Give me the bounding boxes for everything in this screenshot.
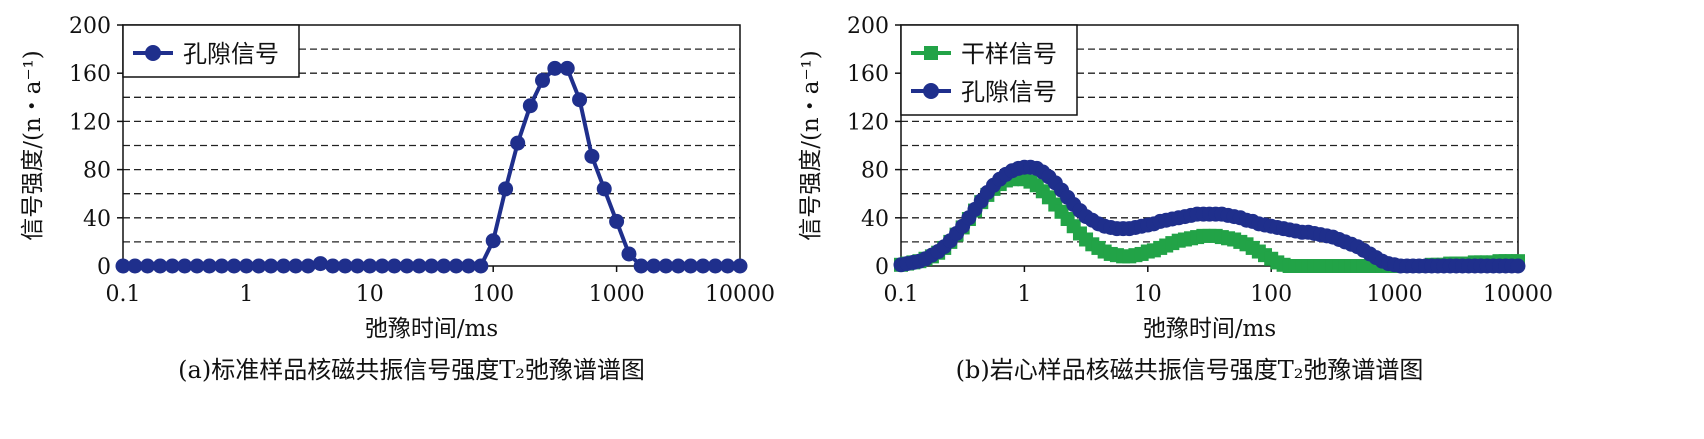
y-tick-label: 40 [83,207,111,232]
data-point [621,246,637,262]
data-point [658,258,674,274]
data-point [362,258,378,274]
data-point [423,258,439,274]
data-point [349,258,365,274]
legend-marker [923,83,939,99]
data-point [720,258,736,274]
data-point [251,258,267,274]
data-point [596,181,612,197]
y-tick-label: 0 [97,255,111,280]
legend-marker [145,45,161,61]
data-point [535,72,551,88]
x-tick-label: 1000 [589,282,645,307]
chart-caption: (a)标准样品核磁共振信号强度T₂弛豫谱谱图 [178,356,645,384]
legend-label: 孔隙信号 [183,40,279,68]
chart-a: 0 40 80 120 160 200 0.1 1 10 100 1000 10000 弛豫时间/ms 信… [20,14,775,384]
chart-caption: (b)岩心样品核磁共振信号强度T₂弛豫谱谱图 [956,356,1424,384]
x-tick-label: 1 [239,282,253,307]
data-point [300,258,316,274]
legend-label: 干样信号 [961,40,1057,68]
x-tick-label: 1000 [1367,282,1423,307]
data-point [399,258,415,274]
data-point [436,258,452,274]
x-tick-label: 10000 [705,282,775,307]
data-point [164,258,180,274]
y-tick-label: 160 [847,62,889,87]
y-axis-label: 信号强度/(n・a⁻¹) [20,50,46,241]
data-point [609,213,625,229]
series-line [123,66,740,268]
data-point [522,98,538,114]
data-point [498,181,514,197]
x-axis-label: 弛豫时间/ms [1143,316,1276,342]
legend-label: 孔隙信号 [961,78,1057,106]
data-point [386,258,402,274]
y-tick-label: 120 [69,110,111,135]
x-tick-label: 10 [356,282,384,307]
data-point [646,258,662,274]
y-tick-label: 120 [847,110,889,135]
y-tick-label: 0 [875,255,889,280]
data-point [683,258,699,274]
data-point [547,60,563,76]
data-point [201,258,217,274]
data-point [572,92,588,108]
y-tick-label: 40 [861,207,889,232]
x-tick-label: 0.1 [884,282,919,307]
data-point [473,258,489,274]
data-point [152,258,168,274]
x-tick-label: 100 [1250,282,1292,307]
data-point [633,258,649,274]
data-point [127,258,143,274]
data-point [374,258,390,274]
series-1 [115,60,748,274]
data-point [238,258,254,274]
data-point [189,258,205,274]
data-point [214,258,230,274]
gridlines [123,48,740,243]
data-point [1510,258,1526,274]
y-tick-label: 200 [69,14,111,39]
data-point [707,258,723,274]
x-tick-label: 0.1 [106,282,141,307]
x-tick-label: 10000 [1483,282,1553,307]
data-point [584,148,600,164]
data-point [226,258,242,274]
series-2 [893,159,1526,274]
data-point [695,258,711,274]
y-tick-label: 80 [861,159,889,184]
y-tick-label: 200 [847,14,889,39]
data-point [559,60,575,76]
legend-marker [924,46,938,60]
data-point [461,258,477,274]
y-tick-label: 80 [83,159,111,184]
y-axis-label: 信号强度/(n・a⁻¹) [798,50,824,241]
x-tick-label: 100 [472,282,514,307]
legend-box [900,24,1078,116]
data-point [276,258,292,274]
legend: 孔隙信号 [122,24,300,78]
data-point [411,258,427,274]
data-point [448,258,464,274]
chart-b: 0 40 80 120 160 200 0.1 1 10 100 1000 10000 弛豫时间/ms 信… [798,14,1553,384]
data-point [115,258,131,274]
data-point [732,258,748,274]
data-point [485,233,501,249]
data-point [510,135,526,151]
data-point [177,258,193,274]
data-point [140,258,156,274]
plot-frame [900,24,1519,267]
data-point [288,258,304,274]
data-point [312,256,328,272]
x-tick-label: 1 [1017,282,1031,307]
x-axis-label: 弛豫时间/ms [365,316,498,342]
data-point [263,258,279,274]
y-tick-label: 160 [69,62,111,87]
x-tick-label: 10 [1134,282,1162,307]
data-point [325,258,341,274]
data-point [337,258,353,274]
data-point [670,258,686,274]
